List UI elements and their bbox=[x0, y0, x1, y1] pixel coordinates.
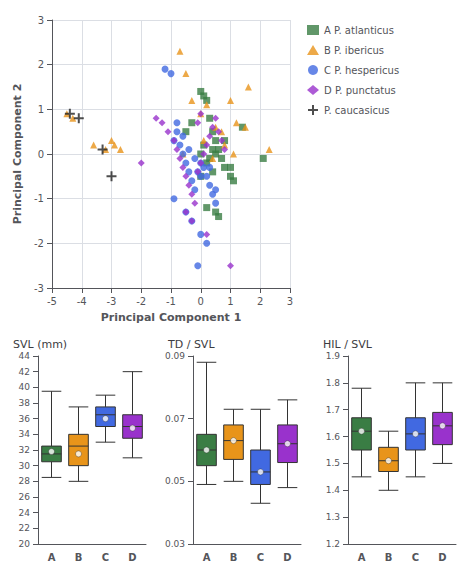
svg-text:C: C bbox=[102, 552, 109, 563]
svg-text:C: C bbox=[257, 552, 264, 563]
svg-text:TD / SVL: TD / SVL bbox=[167, 338, 215, 351]
svg-text:1.6: 1.6 bbox=[326, 432, 341, 442]
svg-text:1.2: 1.2 bbox=[326, 539, 340, 549]
svg-text:-3: -3 bbox=[107, 296, 117, 307]
svg-text:3: 3 bbox=[287, 296, 293, 307]
svg-text:A: A bbox=[203, 552, 211, 563]
svg-text:22: 22 bbox=[19, 523, 30, 533]
svg-text:0.09: 0.09 bbox=[165, 351, 185, 361]
svg-text:1.5: 1.5 bbox=[326, 458, 340, 468]
svg-text:1.3: 1.3 bbox=[326, 512, 340, 522]
svg-text:2: 2 bbox=[38, 59, 44, 70]
svg-text:-1: -1 bbox=[166, 296, 176, 307]
svg-text:1: 1 bbox=[38, 104, 44, 115]
svg-text:B: B bbox=[385, 552, 393, 563]
svg-text:A: A bbox=[48, 552, 56, 563]
svg-text:20: 20 bbox=[19, 539, 31, 549]
svg-text:Principal Component 1: Principal Component 1 bbox=[101, 311, 242, 324]
svg-text:3: 3 bbox=[38, 15, 44, 26]
svg-text:B P. ibericus: B P. ibericus bbox=[324, 45, 384, 56]
svg-text:1.4: 1.4 bbox=[326, 485, 341, 495]
svg-text:40: 40 bbox=[19, 382, 31, 392]
svg-text:Principal Component 2: Principal Component 2 bbox=[11, 84, 24, 225]
svg-text:-1: -1 bbox=[34, 193, 44, 204]
svg-text:42: 42 bbox=[19, 367, 30, 377]
svg-text:1: 1 bbox=[227, 296, 233, 307]
svg-text:-5: -5 bbox=[47, 296, 57, 307]
svg-text:0: 0 bbox=[38, 149, 44, 160]
svg-text:A: A bbox=[358, 552, 366, 563]
svg-text:-3: -3 bbox=[34, 283, 44, 294]
svg-text:-2: -2 bbox=[136, 296, 146, 307]
svg-text:30: 30 bbox=[19, 461, 31, 471]
svg-text:0.07: 0.07 bbox=[165, 414, 185, 424]
svg-text:D: D bbox=[438, 552, 446, 563]
svg-text:28: 28 bbox=[19, 476, 31, 486]
svg-text:32: 32 bbox=[19, 445, 30, 455]
svg-text:24: 24 bbox=[19, 508, 31, 518]
svg-text:-2: -2 bbox=[34, 238, 44, 249]
svg-text:-4: -4 bbox=[77, 296, 87, 307]
svg-text:1.7: 1.7 bbox=[326, 405, 340, 415]
svg-text:44: 44 bbox=[19, 351, 31, 361]
svg-text:2: 2 bbox=[257, 296, 263, 307]
svg-text:C: C bbox=[412, 552, 419, 563]
svg-text:P. caucasicus: P. caucasicus bbox=[324, 105, 389, 116]
svg-text:0.05: 0.05 bbox=[165, 476, 185, 486]
svg-text:38: 38 bbox=[19, 398, 31, 408]
svg-text:0.03: 0.03 bbox=[165, 539, 185, 549]
svg-text:0: 0 bbox=[198, 296, 204, 307]
svg-text:1.8: 1.8 bbox=[326, 378, 341, 388]
svg-text:B: B bbox=[230, 552, 238, 563]
svg-text:D P. punctatus: D P. punctatus bbox=[324, 85, 396, 96]
svg-text:1.9: 1.9 bbox=[326, 351, 341, 361]
svg-text:HIL / SVL: HIL / SVL bbox=[323, 338, 373, 351]
svg-text:D: D bbox=[283, 552, 291, 563]
svg-text:C P. hespericus: C P. hespericus bbox=[324, 65, 399, 76]
svg-text:A P. atlanticus: A P. atlanticus bbox=[324, 25, 394, 36]
svg-text:B: B bbox=[75, 552, 83, 563]
svg-text:D: D bbox=[128, 552, 136, 563]
svg-text:34: 34 bbox=[19, 429, 31, 439]
svg-text:26: 26 bbox=[19, 492, 31, 502]
svg-text:SVL (mm): SVL (mm) bbox=[13, 338, 67, 351]
svg-text:36: 36 bbox=[19, 414, 31, 424]
